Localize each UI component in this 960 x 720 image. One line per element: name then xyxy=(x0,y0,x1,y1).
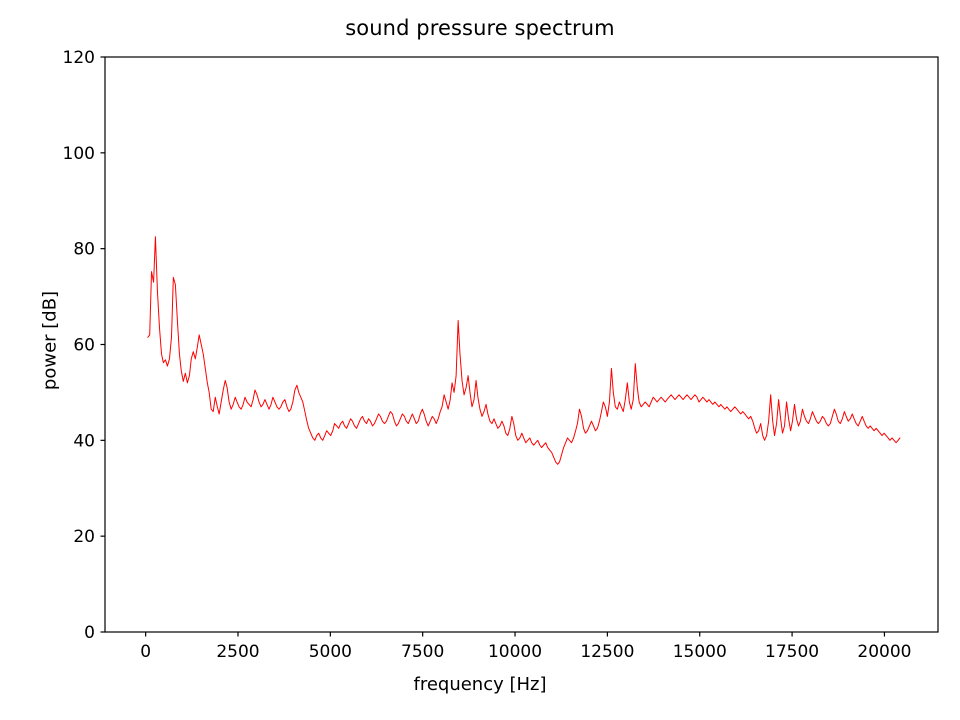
chart-title: sound pressure spectrum xyxy=(345,16,615,40)
y-tick-label: 40 xyxy=(73,431,95,451)
axes-frame xyxy=(104,56,939,633)
x-tick-label: 0 xyxy=(140,642,151,662)
y-tick-label: 120 xyxy=(63,48,95,68)
x-axis-label: frequency [Hz] xyxy=(413,674,547,695)
x-tick-label: 7500 xyxy=(401,642,444,662)
x-tick-label: 17500 xyxy=(765,642,819,662)
x-tick-label: 5000 xyxy=(309,642,352,662)
y-axis-label: power [dB] xyxy=(39,290,61,391)
spectrum-line xyxy=(147,236,901,465)
x-tick-label: 15000 xyxy=(673,642,727,662)
y-tick-label: 100 xyxy=(63,144,95,164)
y-tick-label: 0 xyxy=(84,623,95,643)
x-tick-label: 2500 xyxy=(216,642,259,662)
y-tick-label: 80 xyxy=(73,240,95,260)
y-tick-label: 20 xyxy=(73,527,95,547)
x-tick-label: 12500 xyxy=(580,642,634,662)
x-tick-label: 10000 xyxy=(488,642,542,662)
x-tick-label: 20000 xyxy=(857,642,911,662)
y-tick-label: 60 xyxy=(73,336,95,356)
